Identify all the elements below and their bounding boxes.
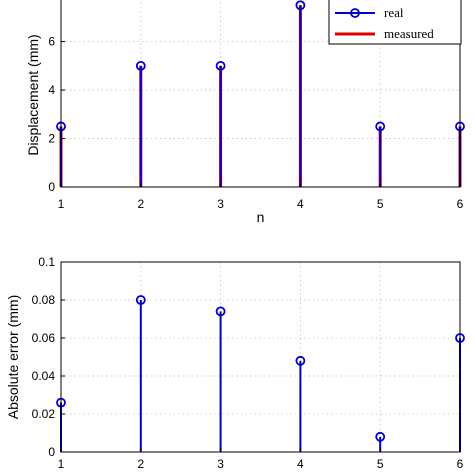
- error-ytick-label: 0.06: [32, 331, 56, 345]
- legend-measured-label: measured: [384, 26, 434, 41]
- legend: real measured: [328, 0, 462, 45]
- displacement-xtick-label: 5: [377, 197, 384, 211]
- error-ytick-label: 0.1: [38, 255, 55, 269]
- error-marker: [215, 306, 226, 317]
- displacement-plot-frame: [60, 0, 461, 188]
- error-ytick-label: 0.02: [32, 407, 56, 421]
- real-marker: [135, 60, 146, 71]
- error-marker: [375, 431, 386, 442]
- displacement-ytick-label: 2: [48, 132, 55, 146]
- error-xtick-label: 4: [297, 457, 304, 471]
- displacement-xtick-label: 1: [58, 197, 65, 211]
- error-stems: [56, 295, 465, 452]
- displacement-xtick-label: 6: [457, 197, 464, 211]
- error-ylabel: Absolute error (mm): [5, 295, 21, 419]
- displacement-ytick-label: 6: [48, 35, 55, 49]
- error-grid: [60, 261, 461, 453]
- legend-real-label: real: [384, 5, 404, 20]
- displacement-xtick-label: 2: [137, 197, 144, 211]
- real-marker: [215, 60, 226, 71]
- error-marker: [295, 355, 306, 366]
- error-axes: 1 2 3 4 5 6 0 0.02 0.04 0.06 0.08 0.1: [32, 255, 464, 471]
- legend-real-marker: [350, 8, 360, 18]
- displacement-ytick-label: 4: [48, 83, 55, 97]
- error-marker: [135, 295, 146, 305]
- displacement-xtick-label: 3: [217, 197, 224, 211]
- error-ytick-label: 0: [48, 445, 55, 459]
- displacement-ytick-label: 0: [48, 180, 55, 194]
- displacement-axes: 1 2 3 4 5 6 0 2 4 6: [48, 0, 464, 211]
- real-marker: [375, 121, 386, 132]
- absolute-error-chart: 1 2 3 4 5 6 0 0.02 0.04 0.06 0.08 0.1 Absolute erro…: [5, 255, 465, 471]
- error-xtick-label: 3: [217, 457, 224, 471]
- displacement-ylabel: Displacement (mm): [25, 34, 41, 155]
- error-xtick-label: 2: [137, 457, 144, 471]
- real-marker: [295, 0, 306, 11]
- error-plot-frame: [60, 261, 461, 453]
- error-xtick-label: 6: [457, 457, 464, 471]
- error-ytick-label: 0.08: [32, 293, 56, 307]
- displacement-chart: 1 2 3 4 5 6 0 2 4 6 n Displacement (mm) real meas…: [25, 0, 465, 225]
- error-xtick-label: 1: [58, 457, 65, 471]
- error-ytick-label: 0.04: [32, 369, 56, 383]
- displacement-xlabel: n: [257, 209, 265, 225]
- displacement-xtick-label: 4: [297, 197, 304, 211]
- error-xtick-label: 5: [377, 457, 384, 471]
- legend-box: [328, 0, 462, 45]
